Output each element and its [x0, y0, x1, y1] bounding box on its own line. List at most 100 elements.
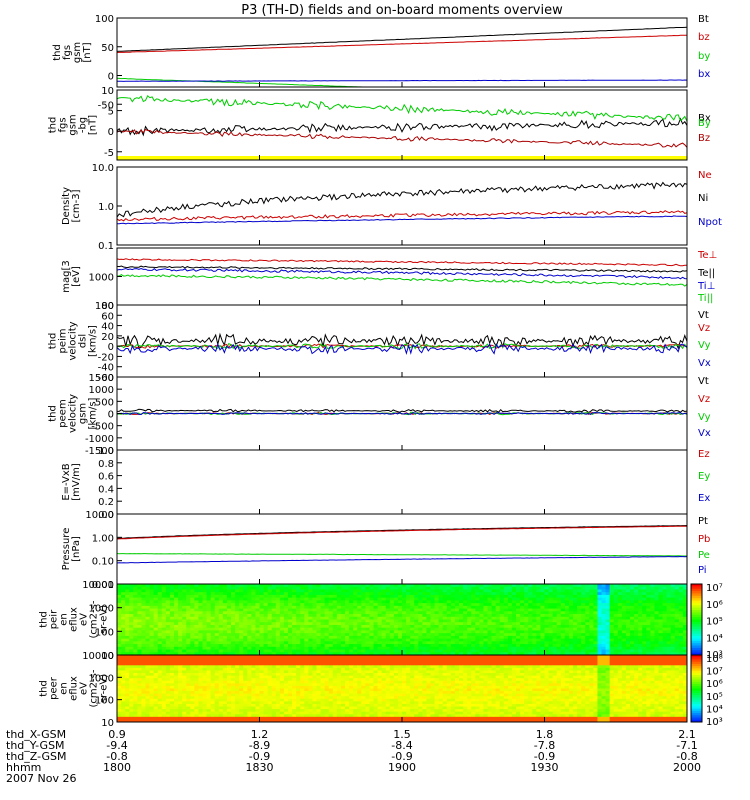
- spectrogram-cell: [654, 611, 659, 615]
- spectrogram-cell: [279, 608, 285, 612]
- spectrogram-cell: [121, 622, 126, 626]
- spectrogram-cell: [499, 662, 505, 666]
- spectrogram-cell: [141, 584, 146, 588]
- spectrogram-cell: [263, 662, 269, 666]
- spectrogram-cell: [340, 616, 346, 620]
- spectrogram-cell: [141, 670, 146, 674]
- spectrogram-cell: [308, 600, 313, 604]
- spectrogram-cell: [597, 603, 602, 607]
- spectrogram-cell: [320, 616, 326, 620]
- spectrogram-cell: [450, 641, 456, 645]
- spectrogram-cell: [300, 633, 305, 637]
- y-axis-label-line: eflux: [69, 607, 80, 632]
- spectrogram-cell: [434, 614, 440, 618]
- colorbar-step: [691, 586, 702, 590]
- spectrogram-cell: [638, 611, 643, 615]
- spectrogram-cell: [312, 624, 317, 629]
- spectrogram-cell: [316, 592, 321, 596]
- spectrogram-cell: [288, 594, 293, 599]
- spectrogram-cell: [259, 600, 264, 604]
- spectrogram-cell: [157, 630, 163, 634]
- spectrogram-cell: [536, 660, 541, 664]
- spectrogram-cell: [556, 638, 562, 642]
- spectrogram-cell: [178, 586, 183, 590]
- spectrogram-cell: [654, 594, 659, 599]
- spectrogram-cell: [259, 667, 264, 671]
- spectrogram-cell: [304, 594, 309, 599]
- spectrogram-cell: [296, 635, 301, 640]
- spectrogram-cell: [377, 592, 383, 596]
- spectrogram-cell: [613, 624, 619, 629]
- spectrogram-cell: [434, 605, 440, 609]
- spectrogram-cell: [499, 649, 505, 653]
- spectrogram-cell: [662, 627, 668, 631]
- spectrogram-cell: [385, 608, 391, 612]
- spectrogram-cell: [621, 662, 627, 666]
- spectrogram-cell: [625, 608, 631, 612]
- spectrogram-cell: [210, 589, 216, 593]
- spectrogram-cell: [617, 624, 623, 629]
- spectrogram-cell: [597, 597, 602, 601]
- spectrogram-cell: [552, 592, 558, 596]
- spectrogram-cell: [328, 589, 334, 593]
- spectrogram-cell: [255, 649, 260, 653]
- spectrogram-cell: [422, 662, 427, 666]
- spectrogram-cell: [389, 592, 395, 596]
- spectrogram-cell: [560, 665, 566, 669]
- spectrogram-cell: [495, 619, 501, 623]
- spectrogram-cell: [621, 624, 627, 629]
- spectrogram-cell: [568, 644, 574, 648]
- spectrogram-cell: [491, 603, 497, 607]
- spectrogram-cell: [630, 584, 635, 588]
- spectrogram-cell: [524, 594, 529, 599]
- spectrogram-cell: [426, 670, 431, 674]
- spectrogram-cell: [630, 622, 635, 626]
- spectrogram-cell: [414, 597, 419, 601]
- spectrogram-cell: [377, 600, 383, 604]
- spectrogram-cell: [141, 611, 146, 615]
- spectrogram-cell: [536, 619, 541, 623]
- spectrogram-cell: [125, 646, 130, 650]
- spectrogram-cell: [169, 616, 175, 620]
- spectrogram-cell: [402, 652, 407, 656]
- spectrogram-cell: [609, 657, 615, 661]
- spectrogram-cell: [125, 616, 130, 620]
- spectrogram-cell: [174, 589, 179, 593]
- spectrogram-cell: [121, 641, 126, 645]
- spectrogram-cell: [516, 624, 521, 629]
- spectrogram-cell: [308, 673, 313, 677]
- spectrogram-cell: [410, 619, 415, 623]
- spectrogram-cell: [129, 624, 134, 629]
- spectrogram-cell: [198, 622, 203, 626]
- spectrogram-cell: [475, 662, 480, 666]
- spectrogram-cell: [625, 616, 631, 620]
- spectrogram-cell: [194, 622, 199, 626]
- spectrogram-cell: [194, 662, 199, 666]
- spectrogram-cell: [459, 627, 464, 631]
- spectrogram-cell: [381, 608, 387, 612]
- spectrogram-cell: [308, 603, 313, 607]
- spectrogram-cell: [410, 597, 415, 601]
- spectrogram-cell: [145, 652, 150, 656]
- spectrogram-cell: [137, 644, 142, 648]
- spectrogram-cell: [678, 627, 684, 631]
- spectrogram-cell: [357, 630, 362, 634]
- spectrogram-cell: [137, 592, 142, 596]
- spectrogram-cell: [573, 594, 578, 599]
- spectrogram-cell: [231, 622, 236, 626]
- spectrogram-cell: [243, 605, 248, 609]
- spectrogram-cell: [149, 611, 155, 615]
- spectrogram-cell: [638, 627, 643, 631]
- spectrogram-cell: [129, 627, 134, 631]
- spectrogram-cell: [292, 649, 297, 653]
- spectrogram-cell: [381, 641, 387, 645]
- spectrogram-cell: [609, 627, 615, 631]
- spectrogram-cell: [288, 641, 293, 645]
- spectrogram-cell: [397, 624, 403, 629]
- spectrogram-cell: [402, 619, 407, 623]
- spectrogram-cell: [406, 662, 411, 666]
- y-axis-label-line: [mV/m]: [71, 463, 82, 501]
- spectrogram-cell: [422, 589, 427, 593]
- spectrogram-cell: [206, 657, 212, 661]
- spectrogram-cell: [389, 667, 395, 671]
